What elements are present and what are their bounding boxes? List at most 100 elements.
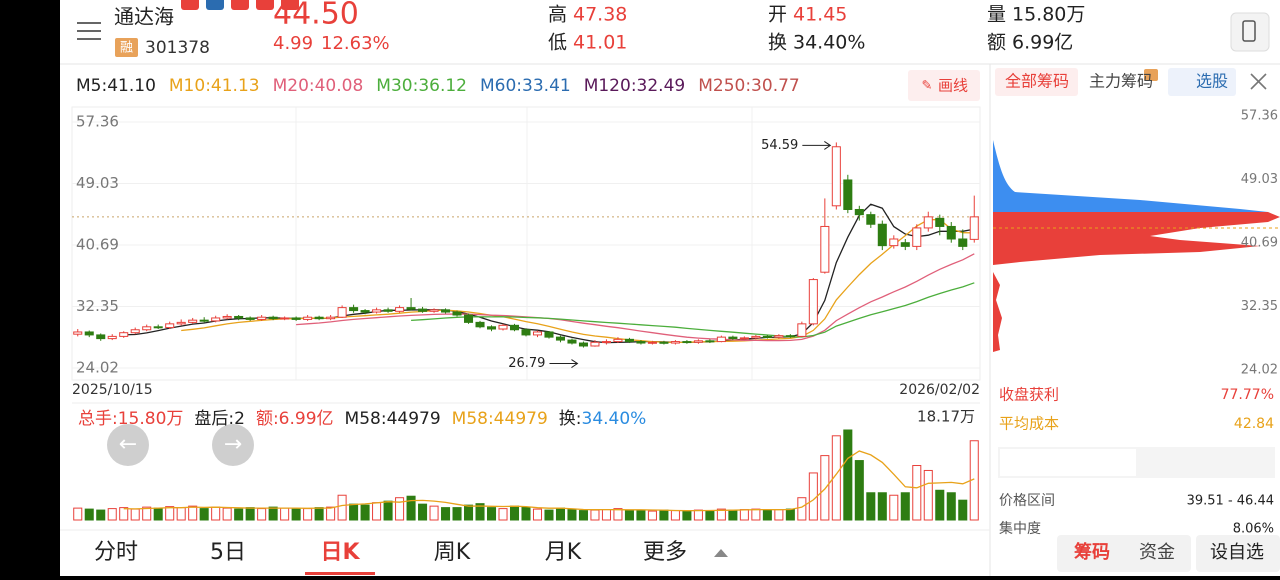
volume-bar xyxy=(326,506,336,521)
period-tabs: 分时 5日 日K 周K 月K 更多 xyxy=(94,540,687,575)
candle-body xyxy=(877,223,887,247)
candle-body xyxy=(636,341,646,344)
candle-body xyxy=(211,317,221,322)
range-tab-active[interactable] xyxy=(1000,449,1136,476)
stat-label: 量 xyxy=(987,4,1006,26)
candle-body xyxy=(119,332,129,337)
volume-bar xyxy=(280,507,290,521)
candle-body xyxy=(923,216,933,229)
volume-bar xyxy=(958,499,968,521)
candle-body xyxy=(486,326,497,330)
volume-bar xyxy=(866,492,876,521)
stat-value: 6.99亿 xyxy=(1012,32,1073,54)
ma-label: M60:33.41 xyxy=(480,76,571,96)
volume-bar xyxy=(555,507,566,521)
candle-body xyxy=(670,341,680,344)
period-tab[interactable]: 5日 xyxy=(210,540,246,565)
change: 4.99 xyxy=(273,33,313,54)
volume-bar xyxy=(762,509,772,521)
volume-bar xyxy=(418,503,428,521)
prev-button[interactable] xyxy=(107,424,149,466)
volume-bar xyxy=(636,510,646,521)
ma-legend: M5:41.10 M10:41.13 M20:40.08 M30:36.12 M60:3… xyxy=(76,76,800,96)
candle-body xyxy=(84,331,94,336)
chip-tab[interactable]: 全部筹码 xyxy=(1005,72,1069,91)
volume-bar xyxy=(509,505,520,521)
y-tick-label: 32.35 xyxy=(76,297,119,315)
candle-body xyxy=(165,323,175,329)
right-ticks: 57.36 49.03 40.69 32.35 24.02 xyxy=(1241,109,1278,378)
candle-body xyxy=(716,336,726,343)
badge-bg xyxy=(115,38,138,57)
candle-body xyxy=(475,321,485,328)
chip-tick: 57.36 xyxy=(1241,109,1278,124)
period-tab[interactable]: 月K xyxy=(545,540,582,565)
ma-line xyxy=(296,253,975,342)
volume-bar xyxy=(130,508,140,521)
period-tab[interactable]: 周K xyxy=(434,540,471,565)
y-tick-label: 24.02 xyxy=(76,358,119,376)
y-tick-label: 40.69 xyxy=(76,235,119,253)
close-icon[interactable] xyxy=(1250,73,1267,90)
next-button[interactable] xyxy=(212,424,254,466)
chip-tab[interactable]: 选股 xyxy=(1196,72,1228,91)
volume-bar xyxy=(544,509,554,521)
candle-body xyxy=(785,335,795,338)
draw-button-label: 画线 xyxy=(938,77,968,95)
panel-button[interactable]: 资金 xyxy=(1139,542,1175,563)
volume-stat: M58:44979 xyxy=(345,409,441,429)
panel-button[interactable]: 设自选 xyxy=(1210,542,1264,563)
volume-bar xyxy=(245,507,255,521)
period-tab[interactable]: 分时 xyxy=(94,540,138,565)
stat-label: 开 xyxy=(768,4,787,26)
volume-bar xyxy=(946,492,956,521)
candle-body xyxy=(521,329,531,336)
chip-row-label: 平均成本 xyxy=(999,415,1059,433)
stock-name: 通达海 xyxy=(114,5,174,29)
volume-bar xyxy=(429,505,439,521)
chip-row-value: 42.84 xyxy=(1234,416,1274,432)
volume-bar xyxy=(831,435,841,521)
price: 44.50 xyxy=(273,0,359,32)
candle-body xyxy=(441,309,451,313)
volume-header: 总手:15.80万 盘后:2 额:6.99亿 M58:44979 M58:44979 换:… xyxy=(78,409,646,429)
candle-body xyxy=(705,340,715,343)
chip-tab[interactable]: 主力筹码 xyxy=(1089,72,1153,91)
volume-bar xyxy=(142,506,152,521)
tab-select-bg xyxy=(1168,68,1236,96)
candle-body xyxy=(739,337,749,340)
candle-body xyxy=(222,315,232,319)
candle-body xyxy=(395,307,405,312)
candle-body xyxy=(831,146,841,207)
candle-body xyxy=(96,334,106,340)
candle-body xyxy=(774,335,784,338)
candle-body xyxy=(751,335,761,339)
candle-body xyxy=(797,323,807,337)
candle-body xyxy=(659,341,669,344)
volume-bar xyxy=(452,507,462,521)
volume-bar xyxy=(84,508,94,521)
volume-bar xyxy=(728,509,738,521)
stat-label: 换 xyxy=(768,32,787,54)
candle-body xyxy=(268,316,278,320)
period-tab[interactable]: 更多 xyxy=(643,540,687,565)
panel-button[interactable]: 筹码 xyxy=(1074,541,1110,563)
volume-bar xyxy=(234,508,244,521)
period-tab[interactable]: 日K xyxy=(320,540,360,565)
candle-body xyxy=(728,336,738,340)
candle-body xyxy=(693,340,703,343)
volume-bar xyxy=(900,492,910,521)
volume-bar xyxy=(199,508,209,521)
draw-button[interactable] xyxy=(908,70,980,101)
volume-bar xyxy=(567,509,577,521)
stat-value: 41.01 xyxy=(573,32,627,54)
low-arrow xyxy=(549,359,579,368)
volume-bar xyxy=(716,508,726,521)
candle-body xyxy=(532,331,543,336)
volume-bar xyxy=(647,510,657,521)
candle-body xyxy=(280,317,290,320)
menu-icon[interactable] xyxy=(77,22,101,40)
button-bg xyxy=(1196,535,1280,572)
pen-icon: ✎ xyxy=(922,79,933,94)
device-button[interactable] xyxy=(1230,12,1270,52)
